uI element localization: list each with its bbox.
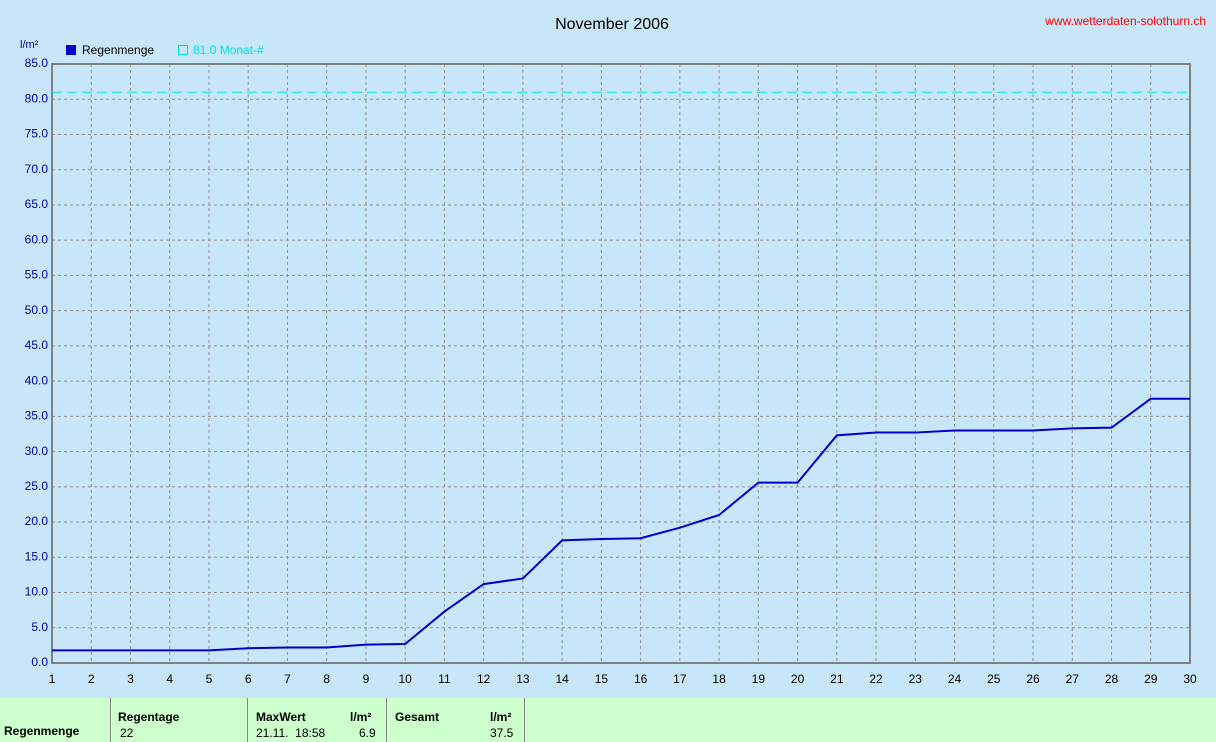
header: l/m² [490,710,512,724]
separator [524,698,525,742]
x-tick-label: 20 [791,672,805,686]
header: MaxWert [256,710,306,724]
y-tick-label: 5.0 [31,620,48,634]
x-tick-label: 28 [1105,672,1119,686]
chart: November 2006 www.wetterdaten-solothurn.… [20,14,1206,686]
x-tick-label: 15 [595,672,609,686]
x-tick-label: 26 [1026,672,1040,686]
cell: 22 [120,726,134,740]
data-line [52,397,1190,652]
header: Regentage [118,710,180,724]
x-tick-label: 8 [323,672,330,686]
y-tick-label: 40.0 [25,373,49,387]
plot-border [51,63,1191,664]
separator [247,698,248,742]
x-tick-label: 22 [869,672,883,686]
x-tick-label: 14 [555,672,569,686]
x-tick-label: 24 [948,672,962,686]
x-tick-label: 3 [127,672,134,686]
separator [110,698,111,742]
x-tick-label: 12 [477,672,491,686]
cell: 21.11. 18:58 [256,726,326,740]
separator [386,698,387,742]
y-tick-label: 25.0 [25,479,49,493]
x-tick-label: 27 [1066,672,1080,686]
y-tick-label: 35.0 [25,409,49,423]
x-tick-label: 17 [673,672,687,686]
y-tick-label: 60.0 [25,232,49,246]
x-tick-label: 21 [830,672,844,686]
x-tick-label: 18 [712,672,726,686]
x-tick-label: 11 [438,672,451,686]
x-tick-label: 16 [634,672,648,686]
y-axis-label: l/m² [20,39,39,51]
x-tick-label: 30 [1183,672,1197,686]
x-tick-label: 4 [166,672,173,686]
x-tick-label: 13 [516,672,530,686]
x-tick-label: 2 [88,672,95,686]
y-tick-label: 50.0 [25,303,49,317]
y-tick-label: 15.0 [25,549,49,563]
y-tick-label: 0.0 [31,655,48,669]
legend-label: Regenmenge [82,43,154,57]
x-tick-label: 9 [363,672,370,686]
y-tick-label: 75.0 [25,127,49,141]
x-tick-label: 1 [49,672,56,686]
x-tick-label: 25 [987,672,1001,686]
y-tick-label: 30.0 [25,444,49,458]
legend-swatch [66,45,76,55]
y-tick-label: 85.0 [25,56,49,70]
cell: 6.9 [359,726,376,740]
x-tick-label: 6 [245,672,252,686]
x-tick-label: 5 [206,672,213,686]
y-tick-label: 70.0 [25,162,49,176]
legend-swatch [178,45,188,55]
x-tick-label: 10 [398,672,412,686]
y-tick-label: 45.0 [25,338,49,352]
header: l/m² [350,710,372,724]
y-tick-label: 20.0 [25,514,49,528]
x-tick-label: 29 [1144,672,1158,686]
y-tick-label: 65.0 [25,197,49,211]
cell: 37.5 [490,726,514,740]
x-tick-label: 7 [284,672,291,686]
summary-table: Regenmenge Regentage 22 MaxWert 21.11. 1… [0,698,1216,742]
row-label: Regenmenge [4,724,80,738]
source: www.wetterdaten-solothurn.ch [1044,14,1206,28]
header: Gesamt [395,710,440,724]
x-tick-label: 19 [752,672,766,686]
y-tick-label: 55.0 [25,268,49,282]
y-tick-label: 10.0 [25,585,49,599]
x-tick-label: 23 [909,672,923,686]
y-tick-label: 80.0 [25,91,49,105]
chart-title: November 2006 [555,16,669,33]
legend-label: 81.0 Monat-# [193,43,264,57]
